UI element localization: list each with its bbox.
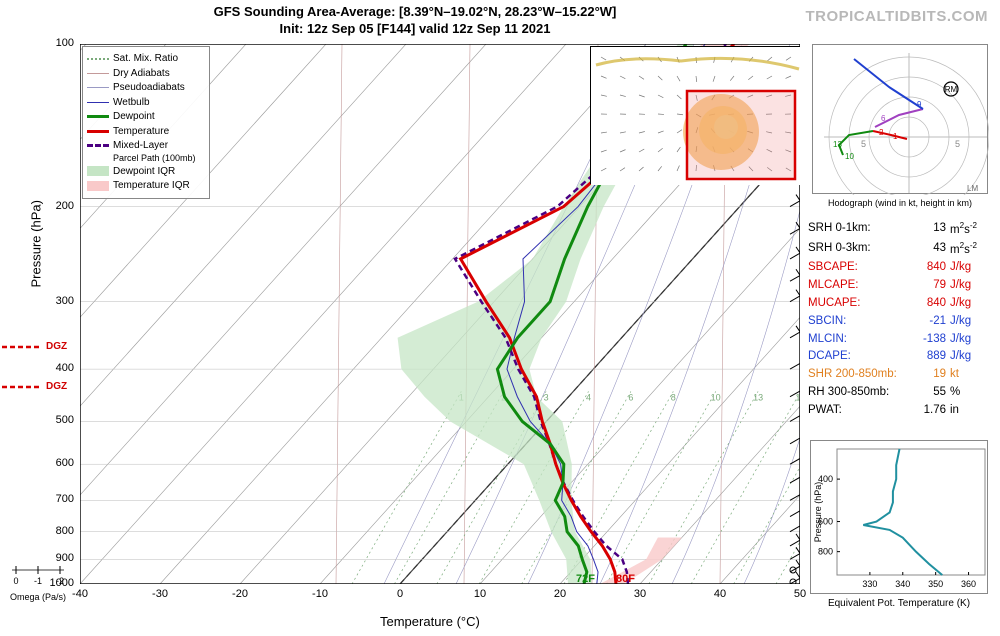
param-row: SBCIN:-21J/kg bbox=[808, 313, 988, 331]
y-axis-label: Pressure (hPa) bbox=[29, 200, 44, 287]
param-row: MUCAPE:840J/kg bbox=[808, 295, 988, 313]
legend-row: Temperature IQR bbox=[87, 179, 205, 193]
svg-text:6: 6 bbox=[628, 393, 633, 403]
svg-text:Pressure (hPa): Pressure (hPa) bbox=[813, 482, 823, 543]
param-row: MLCIN:-138J/kg bbox=[808, 331, 988, 349]
hodograph: 5 5 RM LM 12 1310 6 9 bbox=[812, 44, 988, 194]
x-tick: 0 bbox=[385, 588, 415, 600]
svg-text:-1: -1 bbox=[34, 576, 42, 586]
param-row: SHR 200-850mb:19kt bbox=[808, 366, 988, 384]
x-tick: -20 bbox=[225, 588, 255, 600]
legend: Sat. Mix. RatioDry AdiabatsPseudoadiabat… bbox=[82, 46, 210, 199]
inset-map bbox=[590, 46, 800, 184]
y-tick: 400 bbox=[44, 362, 74, 374]
svg-text:360: 360 bbox=[961, 579, 976, 589]
x-tick: 30 bbox=[625, 588, 655, 600]
y-tick: 800 bbox=[44, 525, 74, 537]
y-tick: 600 bbox=[44, 457, 74, 469]
y-tick: 100 bbox=[44, 37, 74, 49]
y-tick: 300 bbox=[44, 295, 74, 307]
svg-text:9: 9 bbox=[917, 100, 922, 109]
x-tick: -10 bbox=[305, 588, 335, 600]
legend-row: Wetbulb bbox=[87, 96, 205, 110]
svg-text:1: 1 bbox=[893, 132, 898, 141]
svg-text:RM: RM bbox=[945, 85, 958, 94]
svg-text:Omega (Pa/s): Omega (Pa/s) bbox=[10, 592, 66, 602]
svg-text:4: 4 bbox=[586, 393, 591, 403]
x-tick: 50 bbox=[785, 588, 815, 600]
param-row: MLCAPE:79J/kg bbox=[808, 277, 988, 295]
param-row: PWAT:1.76in bbox=[808, 402, 988, 420]
svg-text:13: 13 bbox=[753, 393, 763, 403]
legend-row: Dewpoint bbox=[87, 110, 205, 124]
svg-text:LM: LM bbox=[967, 184, 978, 193]
legend-row: Mixed-Layer bbox=[87, 139, 205, 153]
svg-text:10: 10 bbox=[711, 393, 721, 403]
param-row: RH 300-850mb:55% bbox=[808, 384, 988, 402]
x-tick: 40 bbox=[705, 588, 735, 600]
svg-text:340: 340 bbox=[895, 579, 910, 589]
svg-text:350: 350 bbox=[928, 579, 943, 589]
svg-text:5: 5 bbox=[861, 139, 866, 149]
svg-text:2: 2 bbox=[879, 128, 884, 137]
y-tick: 900 bbox=[44, 552, 74, 564]
y-tick: 200 bbox=[44, 200, 74, 212]
legend-row: Dry Adiabats bbox=[87, 67, 205, 81]
theta-e-plot: 400600800330340350360Pressure (hPa) bbox=[810, 440, 988, 594]
svg-text:8: 8 bbox=[671, 393, 676, 403]
y-tick: 700 bbox=[44, 493, 74, 505]
watermark: TROPICALTIDBITS.COM bbox=[805, 8, 988, 25]
svg-text:3: 3 bbox=[544, 393, 549, 403]
y-tick: 500 bbox=[44, 414, 74, 426]
x-tick: -40 bbox=[65, 588, 95, 600]
legend-row: Dewpoint IQR bbox=[87, 165, 205, 179]
param-row: SBCAPE:840J/kg bbox=[808, 259, 988, 277]
sounding-parameters: SRH 0-1km:13m2s-2SRH 0-3km:43m2s-2SBCAPE… bbox=[808, 220, 988, 420]
svg-text:0: 0 bbox=[13, 576, 18, 586]
svg-text:13: 13 bbox=[833, 140, 842, 149]
title-line-2: Init: 12z Sep 05 [F144] valid 12z Sep 11… bbox=[0, 21, 830, 38]
param-row: SRH 0-1km:13m2s-2 bbox=[808, 220, 988, 240]
svg-text:80F: 80F bbox=[616, 573, 635, 584]
dgz-lower: DGZ bbox=[2, 380, 74, 408]
param-row: DCAPE:889J/kg bbox=[808, 348, 988, 366]
svg-text:10: 10 bbox=[845, 152, 854, 161]
x-tick: -30 bbox=[145, 588, 175, 600]
title-line-1: GFS Sounding Area-Average: [8.39°N–19.02… bbox=[0, 4, 830, 21]
theta-e-caption: Equivalent Pot. Temperature (K) bbox=[810, 598, 988, 609]
chart-title: GFS Sounding Area-Average: [8.39°N–19.02… bbox=[0, 4, 830, 38]
x-axis-label: Temperature (°C) bbox=[380, 614, 480, 629]
x-tick: 10 bbox=[465, 588, 495, 600]
svg-text:330: 330 bbox=[862, 579, 877, 589]
svg-text:5: 5 bbox=[955, 139, 960, 149]
x-tick: 20 bbox=[545, 588, 575, 600]
hodograph-caption: Hodograph (wind in kt, height in km) bbox=[812, 198, 988, 208]
legend-row: Temperature bbox=[87, 125, 205, 139]
legend-row: Pseudoadiabats bbox=[87, 81, 205, 95]
svg-text:72F: 72F bbox=[576, 573, 595, 584]
legend-row: Sat. Mix. Ratio bbox=[87, 52, 205, 66]
svg-text:6: 6 bbox=[881, 114, 886, 123]
param-row: SRH 0-3km:43m2s-2 bbox=[808, 240, 988, 260]
svg-text:800: 800 bbox=[818, 547, 833, 557]
